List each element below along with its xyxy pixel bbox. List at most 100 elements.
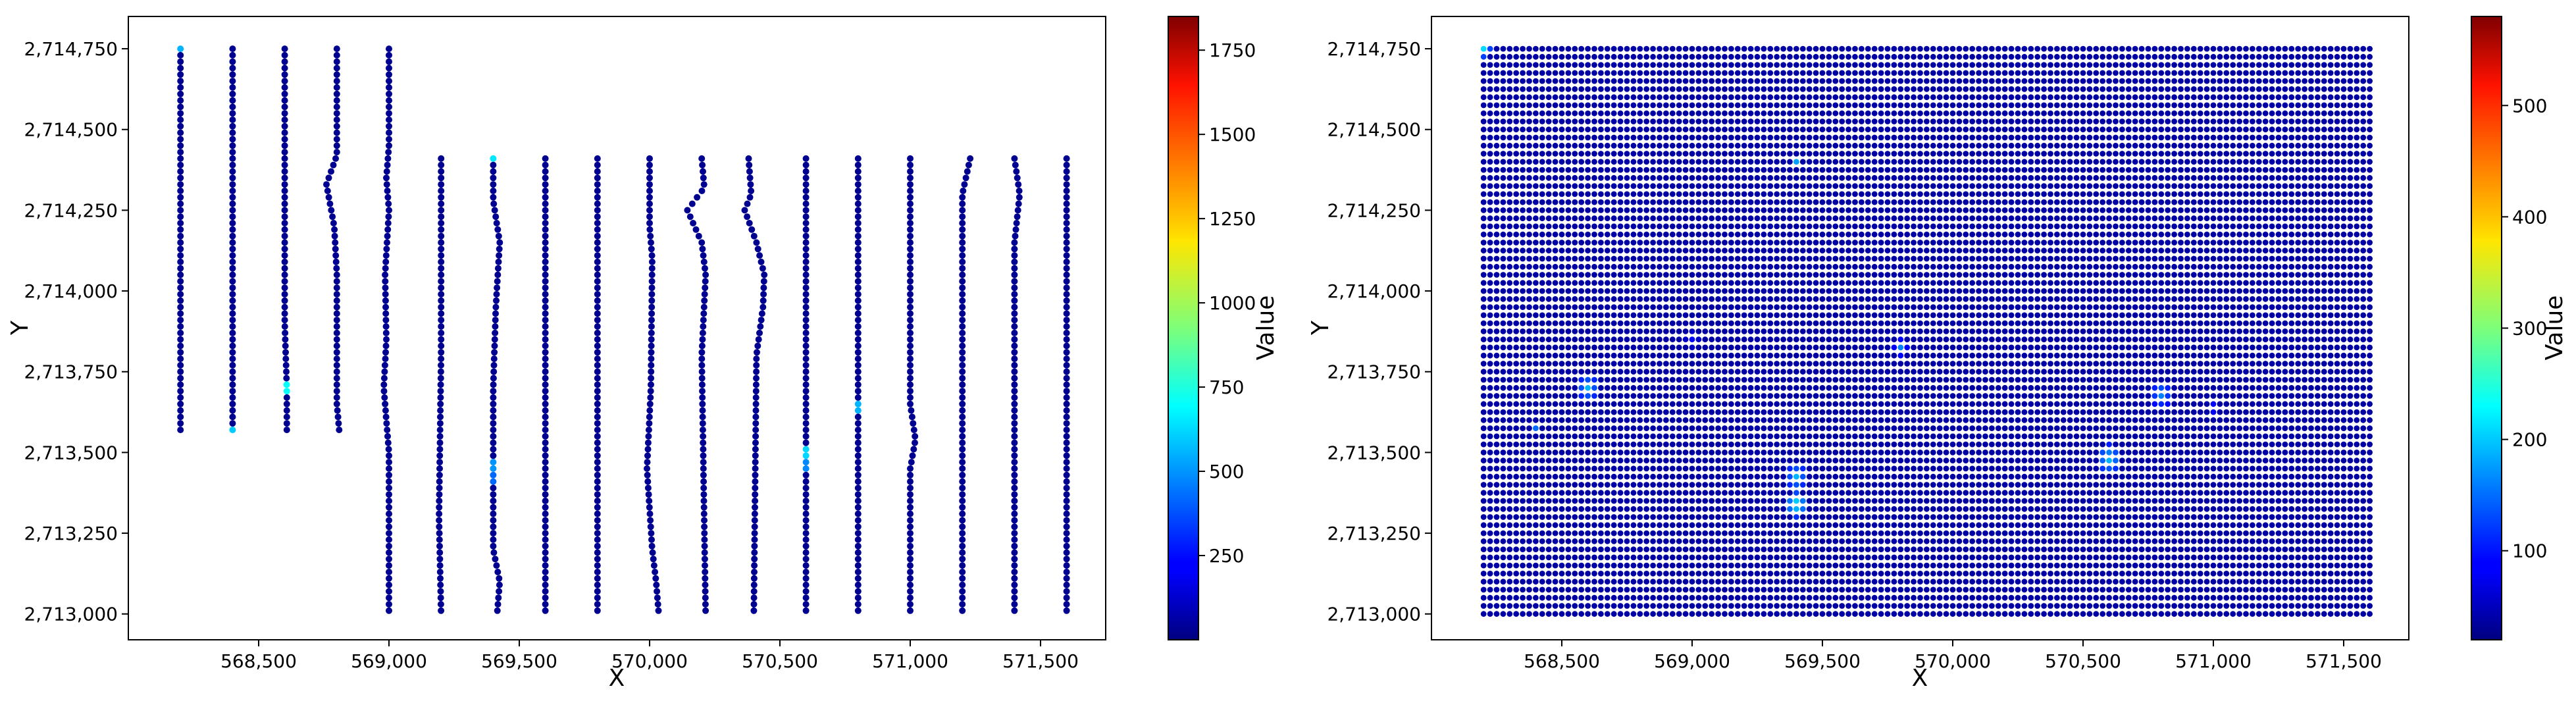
- right-grid-point: [1695, 247, 1702, 254]
- right-grid-point: [2360, 240, 2367, 246]
- right-grid-point: [2275, 231, 2282, 238]
- left-sample-point: [490, 375, 497, 382]
- right-grid-point: [1487, 53, 1493, 60]
- left-sample-point: [326, 200, 334, 207]
- right-grid-point: [1624, 255, 1630, 262]
- right-grid-point: [1871, 199, 1878, 205]
- right-grid-point: [2034, 142, 2041, 149]
- left-sample-point: [698, 361, 706, 369]
- right-grid-point: [1513, 126, 1520, 133]
- right-grid-point: [2275, 134, 2282, 141]
- right-grid-point: [1747, 70, 1754, 76]
- right-grid-point: [2041, 159, 2048, 165]
- right-grid-point: [1493, 62, 1500, 68]
- right-grid-point: [1507, 167, 1513, 173]
- right-grid-point: [1963, 70, 1969, 76]
- right-grid-point: [1787, 94, 1793, 101]
- left-sample-point: [1011, 284, 1018, 292]
- right-grid-point: [1624, 215, 1630, 222]
- right-grid-point: [1787, 231, 1793, 238]
- left-sample-point: [752, 459, 759, 466]
- right-grid-point: [1572, 126, 1578, 133]
- right-grid-point: [1487, 78, 1493, 84]
- left-sample-point: [802, 562, 810, 569]
- right-grid-point: [1663, 142, 1669, 149]
- right-grid-point: [1956, 53, 1963, 60]
- right-grid-point: [2113, 110, 2119, 117]
- right-grid-point: [2269, 70, 2275, 76]
- left-sample-point: [177, 394, 184, 401]
- left-sample-point: [333, 45, 340, 53]
- left-sample-point: [594, 556, 601, 563]
- left-sample-point: [542, 523, 549, 531]
- right-grid-point: [2048, 223, 2053, 230]
- left-sample-point: [386, 65, 392, 72]
- left-sample-point: [281, 65, 288, 72]
- right-grid-point: [1884, 70, 1891, 76]
- right-grid-point: [1963, 53, 1969, 60]
- left-sample-point: [436, 446, 444, 453]
- left-sample-point: [1063, 478, 1070, 485]
- left-sample-point: [229, 310, 236, 317]
- right-grid-point: [2367, 62, 2373, 68]
- right-grid-point: [1715, 167, 1722, 173]
- left-sample-point: [542, 246, 549, 253]
- right-grid-point: [2132, 255, 2138, 262]
- right-grid-point: [2190, 247, 2197, 254]
- left-sample-point: [438, 310, 445, 317]
- left-sample-point: [281, 45, 288, 53]
- right-grid-point: [1982, 78, 1988, 84]
- right-grid-point: [1819, 247, 1826, 254]
- right-grid-point: [1507, 199, 1513, 205]
- right-grid-point: [2073, 62, 2080, 68]
- right-grid-point: [2302, 247, 2308, 254]
- right-grid-point: [1911, 215, 1917, 222]
- left-sample-point: [382, 323, 390, 330]
- right-grid-point: [1663, 191, 1669, 197]
- right-grid-point: [2001, 151, 2008, 157]
- right-grid-point: [1695, 94, 1702, 101]
- right-grid-point: [2034, 151, 2041, 157]
- right-grid-point: [1513, 191, 1520, 197]
- right-grid-point: [1610, 240, 1617, 246]
- left-x-tick-label: 571,000: [872, 650, 948, 672]
- right-grid-point: [2210, 118, 2217, 124]
- right-grid-point: [1949, 126, 1956, 133]
- right-grid-point: [2255, 167, 2262, 173]
- right-grid-point: [1669, 134, 1676, 141]
- right-grid-point: [1819, 199, 1826, 205]
- left-sample-point: [332, 258, 340, 265]
- right-grid-point: [1917, 191, 1923, 197]
- right-grid-point: [1637, 53, 1643, 60]
- left-sample-point: [328, 207, 335, 214]
- right-grid-point: [2165, 53, 2171, 60]
- left-sample-point: [333, 90, 340, 97]
- left-sample-point: [959, 265, 966, 272]
- right-grid-point: [1949, 110, 1956, 117]
- left-sample-point: [281, 122, 288, 130]
- right-grid-point: [1728, 45, 1734, 52]
- right-grid-point: [2171, 183, 2178, 189]
- right-grid-point: [1728, 240, 1734, 246]
- left-sample-point: [648, 323, 655, 330]
- left-sample-point: [751, 536, 758, 543]
- right-grid-point: [1949, 151, 1956, 157]
- right-grid-point: [2034, 191, 2041, 197]
- right-grid-point: [1657, 78, 1662, 84]
- right-grid-point: [1884, 142, 1891, 149]
- right-grid-point: [1982, 134, 1988, 141]
- left-y-tick-label: 2,713,000: [24, 604, 118, 625]
- left-sample-point: [386, 607, 392, 614]
- right-grid-point: [1572, 167, 1578, 173]
- right-grid-point: [1585, 53, 1591, 60]
- right-grid-point: [2354, 78, 2360, 84]
- right-grid-point: [1669, 70, 1676, 76]
- right-grid-point: [2282, 78, 2288, 84]
- left-sample-point: [1011, 361, 1018, 369]
- right-grid-point: [2119, 86, 2125, 92]
- right-grid-point: [1734, 142, 1741, 149]
- right-grid-point: [1598, 174, 1604, 181]
- right-grid-point: [1722, 70, 1728, 76]
- left-sample-point: [382, 284, 389, 292]
- right-grid-point: [2223, 78, 2230, 84]
